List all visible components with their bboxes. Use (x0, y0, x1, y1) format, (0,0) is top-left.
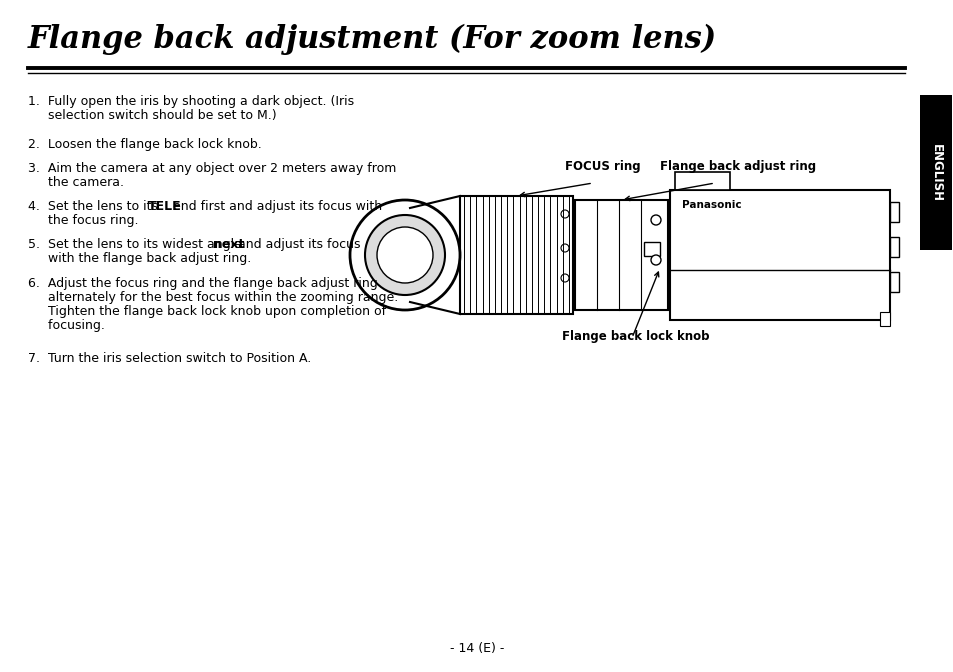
Bar (919, 95, 951, 250)
Circle shape (350, 200, 459, 310)
Text: Tighten the flange back lock knob upon completion of: Tighten the flange back lock knob upon c… (28, 305, 386, 318)
Text: the camera.: the camera. (28, 176, 124, 189)
Bar (643, 242, 659, 256)
Circle shape (650, 215, 660, 225)
Bar (675, 172, 729, 190)
Bar (669, 190, 889, 320)
Text: FOCUS ring: FOCUS ring (564, 160, 640, 173)
Circle shape (376, 227, 433, 283)
Text: end first and adjust its focus with: end first and adjust its focus with (169, 200, 382, 213)
Bar (889, 272, 898, 292)
Bar (575, 200, 667, 310)
Text: 4.  Set the lens to its: 4. Set the lens to its (28, 200, 162, 213)
Circle shape (560, 274, 568, 282)
Text: with the flange back adjust ring.: with the flange back adjust ring. (28, 252, 251, 265)
Bar (889, 237, 898, 257)
Text: TELE: TELE (148, 200, 181, 213)
Text: 5.  Set the lens to its widest angle: 5. Set the lens to its widest angle (28, 238, 246, 251)
Text: Flange back adjustment (For zoom lens): Flange back adjustment (For zoom lens) (28, 24, 717, 55)
Bar (459, 196, 573, 314)
Text: alternately for the best focus within the zooming range.: alternately for the best focus within th… (28, 291, 397, 304)
Text: focusing.: focusing. (28, 319, 105, 332)
Text: 6.  Adjust the focus ring and the flange back adjust ring: 6. Adjust the focus ring and the flange … (28, 277, 377, 290)
Text: Flange back adjust ring: Flange back adjust ring (659, 160, 815, 173)
Circle shape (650, 255, 660, 265)
Bar (879, 312, 889, 326)
Text: next: next (213, 238, 244, 251)
Text: the focus ring.: the focus ring. (28, 214, 138, 227)
Circle shape (560, 210, 568, 218)
Circle shape (365, 215, 444, 295)
Text: Panasonic: Panasonic (681, 200, 740, 210)
Text: - 14 (E) -: - 14 (E) - (450, 642, 503, 655)
Bar (889, 202, 898, 222)
Text: selection switch should be set to M.): selection switch should be set to M.) (28, 109, 276, 122)
Text: Flange back lock knob: Flange back lock knob (561, 330, 709, 343)
Text: ENGLISH: ENGLISH (928, 144, 942, 202)
Text: 1.  Fully open the iris by shooting a dark object. (Iris: 1. Fully open the iris by shooting a dar… (28, 95, 354, 108)
Text: and adjust its focus: and adjust its focus (233, 238, 360, 251)
Text: 2.  Loosen the flange back lock knob.: 2. Loosen the flange back lock knob. (28, 138, 261, 151)
Text: 7.  Turn the iris selection switch to Position A.: 7. Turn the iris selection switch to Pos… (28, 352, 311, 365)
Text: 3.  Aim the camera at any object over 2 meters away from: 3. Aim the camera at any object over 2 m… (28, 162, 395, 175)
Circle shape (560, 244, 568, 252)
